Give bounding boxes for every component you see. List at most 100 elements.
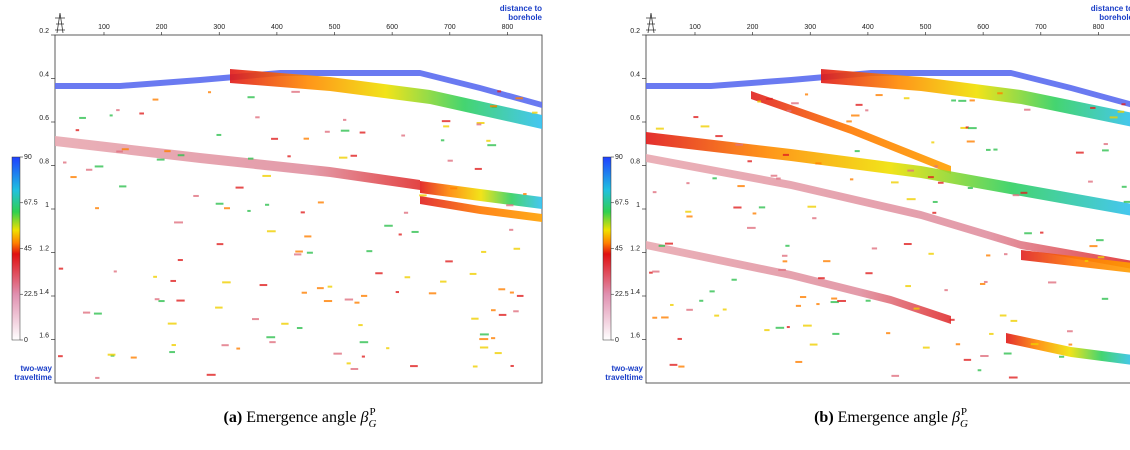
caption: (b) Emergence angle βGP bbox=[814, 406, 968, 430]
speckle bbox=[398, 233, 402, 236]
speckle bbox=[1020, 191, 1028, 194]
speckle bbox=[116, 109, 120, 112]
speckle bbox=[109, 114, 113, 117]
speckle bbox=[316, 287, 324, 290]
speckle bbox=[445, 260, 453, 263]
speckle bbox=[965, 126, 969, 129]
speckle bbox=[176, 299, 185, 302]
x-axis-label: borehole bbox=[508, 13, 542, 22]
speckle bbox=[955, 343, 961, 346]
x-tick-label: 800 bbox=[502, 24, 514, 31]
speckle bbox=[79, 116, 86, 119]
speckle bbox=[661, 316, 669, 319]
speckle bbox=[156, 158, 165, 161]
speckle bbox=[301, 291, 307, 294]
speckle bbox=[886, 332, 891, 335]
reflector bbox=[646, 154, 1130, 269]
speckle bbox=[491, 309, 496, 312]
caption-symbol: β bbox=[951, 409, 960, 426]
speckle bbox=[509, 291, 514, 294]
speckle bbox=[649, 271, 653, 274]
speckle bbox=[764, 329, 770, 332]
speckle bbox=[403, 211, 409, 214]
speckle bbox=[931, 141, 935, 144]
speckle bbox=[395, 291, 399, 294]
speckle bbox=[776, 177, 781, 180]
speckle bbox=[1047, 281, 1057, 284]
speckle bbox=[1067, 330, 1073, 333]
speckle bbox=[479, 346, 489, 349]
y-tick-label: 1.4 bbox=[630, 289, 640, 296]
speckle bbox=[164, 150, 171, 153]
speckle bbox=[969, 99, 975, 102]
speckle bbox=[509, 228, 514, 231]
speckle bbox=[350, 154, 358, 157]
speckle bbox=[95, 376, 100, 379]
speckle bbox=[855, 103, 863, 106]
y-tick-label: 1.6 bbox=[630, 332, 640, 339]
speckle bbox=[479, 338, 489, 341]
speckle bbox=[116, 150, 123, 153]
x-tick-label: 300 bbox=[804, 24, 816, 31]
speckle bbox=[747, 226, 756, 229]
x-tick-label: 200 bbox=[156, 24, 168, 31]
speckle bbox=[685, 210, 692, 213]
speckle bbox=[221, 344, 229, 347]
speckle bbox=[410, 365, 418, 368]
speckle bbox=[361, 355, 365, 358]
speckle bbox=[652, 191, 657, 194]
y-tick-label: 0.8 bbox=[630, 158, 640, 165]
reflector bbox=[230, 69, 542, 129]
speckle bbox=[193, 194, 199, 197]
speckle bbox=[786, 326, 790, 329]
speckle bbox=[1059, 355, 1065, 358]
speckle bbox=[712, 177, 717, 180]
speckle bbox=[440, 280, 447, 283]
speckle bbox=[271, 137, 279, 140]
speckle bbox=[506, 204, 514, 207]
speckle bbox=[296, 327, 303, 330]
speckle bbox=[937, 181, 944, 184]
y-tick-label: 1.6 bbox=[39, 332, 49, 339]
speckle bbox=[686, 182, 690, 185]
speckle bbox=[1088, 180, 1093, 183]
speckle bbox=[113, 270, 117, 273]
speckle bbox=[447, 159, 453, 162]
speckle bbox=[359, 341, 369, 344]
speckle bbox=[82, 311, 91, 314]
speckle bbox=[770, 174, 778, 177]
speckle bbox=[85, 168, 93, 171]
speckle bbox=[513, 310, 519, 313]
speckle bbox=[865, 272, 873, 275]
speckle bbox=[532, 111, 538, 114]
speckle bbox=[1121, 103, 1126, 106]
speckle bbox=[669, 363, 678, 366]
speckle bbox=[287, 155, 291, 158]
speckle bbox=[428, 292, 437, 295]
speckle bbox=[928, 252, 934, 255]
speckle bbox=[1103, 143, 1108, 146]
speckle bbox=[323, 300, 333, 303]
speckle bbox=[997, 92, 1003, 95]
speckle bbox=[1089, 245, 1098, 248]
speckle bbox=[907, 169, 914, 172]
speckle bbox=[63, 161, 67, 164]
speckle bbox=[360, 294, 368, 297]
speckle bbox=[803, 324, 812, 327]
speckle bbox=[498, 288, 506, 291]
speckle bbox=[678, 365, 685, 368]
speckle bbox=[1030, 343, 1039, 346]
speckle bbox=[979, 282, 986, 285]
speckle bbox=[733, 206, 742, 209]
speckle bbox=[515, 97, 523, 100]
speckle bbox=[1040, 231, 1044, 234]
speckle bbox=[758, 206, 766, 209]
speckle bbox=[1121, 185, 1127, 188]
speckle bbox=[70, 176, 77, 179]
speckle bbox=[927, 176, 934, 179]
speckle bbox=[993, 148, 998, 151]
speckle bbox=[807, 205, 817, 208]
speckle bbox=[441, 120, 451, 123]
speckle bbox=[832, 332, 840, 335]
speckle bbox=[865, 299, 871, 302]
